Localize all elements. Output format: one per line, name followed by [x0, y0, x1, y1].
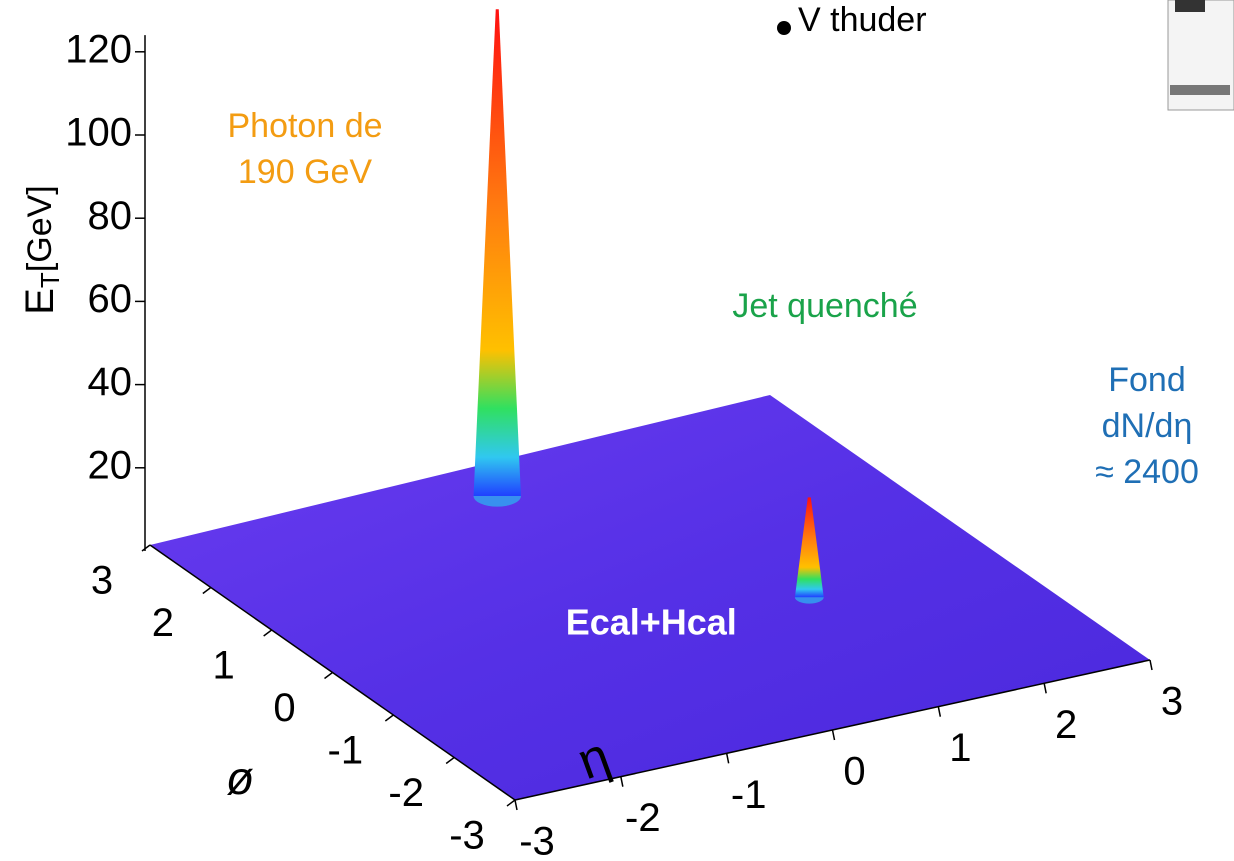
- y-axis-label: ø: [226, 752, 254, 804]
- header-text: V thuder: [798, 1, 927, 39]
- x-tick: [937, 706, 942, 717]
- z-tick-label: 80: [88, 194, 133, 238]
- x-tick-label: 2: [1055, 703, 1077, 747]
- z-label-sub: T: [35, 272, 65, 288]
- z-tick-label: 100: [65, 111, 132, 155]
- x-tick-label: 0: [843, 750, 865, 794]
- y-tick-label: -2: [388, 771, 424, 815]
- peak: [794, 497, 824, 598]
- z-tick-label: 20: [88, 443, 133, 487]
- x-tick-label: -2: [625, 796, 661, 840]
- z-tick-label: 120: [65, 27, 132, 71]
- x-tick-label: -1: [731, 773, 767, 817]
- z-label-unit: [GeV]: [21, 185, 59, 272]
- floor: [150, 395, 1150, 800]
- annotation: dN/dη: [1102, 407, 1193, 445]
- x-tick: [831, 729, 836, 741]
- y-tick: [445, 756, 455, 765]
- y-tick-label: -3: [449, 814, 485, 858]
- y-tick: [141, 544, 151, 552]
- y-tick-label: 1: [213, 644, 235, 688]
- annotation: ≈ 2400: [1095, 453, 1199, 491]
- y-tick: [263, 629, 273, 637]
- x-tick: [725, 753, 730, 764]
- x-tick: [1149, 659, 1153, 671]
- annotation: Fond: [1108, 361, 1186, 399]
- floor-label: Ecal+Hcal: [566, 602, 737, 643]
- y-tick-label: 2: [152, 601, 174, 645]
- x-tick: [620, 776, 624, 787]
- y-tick: [324, 671, 333, 680]
- z-tick-label: 40: [88, 360, 133, 404]
- y-tick-label: 0: [273, 686, 295, 730]
- x-tick-label: 1: [949, 726, 971, 770]
- annotation: Photon de: [227, 107, 382, 145]
- peak: [473, 9, 521, 497]
- x-tick-label: 3: [1161, 680, 1183, 724]
- x-tick-label: -3: [519, 820, 555, 861]
- y-tick-label: 3: [91, 559, 113, 603]
- y-tick: [506, 799, 516, 807]
- annotation: 190 GeV: [238, 153, 373, 191]
- x-tick: [514, 799, 518, 811]
- y-tick-label: -1: [328, 729, 364, 773]
- x-tick: [1043, 683, 1047, 694]
- z-axis-label: ET[GeV]: [18, 185, 65, 315]
- thumbnail: [1167, 0, 1234, 111]
- z-label-main: E: [18, 288, 62, 315]
- y-tick: [202, 586, 212, 595]
- bullet: [777, 21, 791, 35]
- y-tick: [384, 714, 394, 722]
- z-tick-label: 60: [88, 277, 133, 321]
- annotation: Jet quenché: [732, 287, 917, 325]
